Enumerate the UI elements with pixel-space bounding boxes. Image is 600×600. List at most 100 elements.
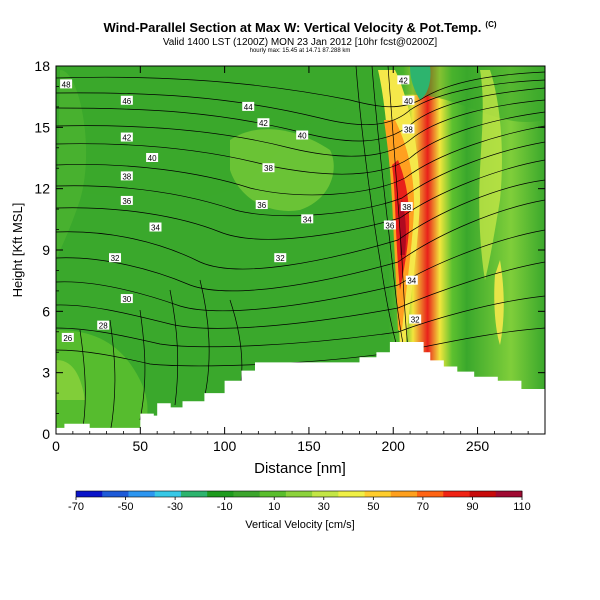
colorbar-swatch: [180, 491, 208, 497]
colorbar-swatch: [102, 491, 129, 497]
theta-label-text: 32: [111, 254, 120, 263]
theta-label: 42: [120, 132, 133, 143]
chart-subtitle: Valid 1400 LST (1200Z) MON 23 Jan 2012 […: [162, 37, 438, 48]
theta-label: 38: [120, 171, 133, 181]
theta-label: 30: [120, 294, 133, 304]
theta-label-text: 36: [257, 201, 266, 210]
theta-label: 36: [255, 200, 268, 210]
terrain-mask: [56, 342, 545, 434]
theta-label: 36: [120, 195, 133, 206]
theta-label: 42: [397, 75, 410, 85]
theta-label-text: 32: [411, 316, 420, 325]
theta-label-text: 34: [407, 277, 416, 286]
theta-label-text: 34: [151, 224, 160, 233]
colorbar-tick-label: -10: [217, 501, 233, 513]
y-tick-label: 12: [34, 181, 50, 197]
colorbar-label: Vertical Velocity [cm/s]: [245, 519, 354, 531]
theta-label: 38: [262, 163, 275, 173]
theta-label-text: 40: [298, 132, 307, 141]
theta-contour-labels: 48 46 44 42 42 40 40 38 38 36 36 34 34 32 32 30 28 26 36 38…: [60, 75, 422, 343]
theta-label-text: 38: [122, 172, 131, 181]
theta-label: 40: [146, 153, 159, 163]
x-tick-label: 50: [133, 438, 149, 454]
y-tick-label: 9: [42, 242, 50, 258]
colorbar-tick-label: 70: [417, 501, 429, 513]
colorbar-swatch: [154, 491, 182, 497]
x-tick-label: 150: [297, 438, 321, 454]
theta-label: 48: [60, 79, 73, 89]
colorbar-swatch: [312, 491, 339, 497]
theta-label-text: 36: [385, 221, 394, 230]
x-tick-label: 100: [213, 438, 237, 454]
theta-label: 26: [61, 332, 74, 343]
theta-label-text: 42: [259, 119, 268, 128]
x-tick-label: 200: [382, 438, 406, 454]
colorbar-frame: [75, 490, 523, 498]
colorbar-swatch: [364, 491, 392, 497]
colorbar-swatch: [338, 491, 366, 497]
theta-label-text: 38: [264, 164, 273, 173]
chart-title: Wind-Parallel Section at Max W: Vertical…: [0, 20, 600, 35]
colorbar-tick-label: -50: [118, 501, 134, 513]
theta-label-text: 40: [148, 154, 157, 163]
theta-contours: [56, 66, 545, 434]
y-tick-label: 3: [42, 365, 50, 381]
theta-label-text: 42: [122, 134, 131, 143]
colorbar-swatch: [390, 491, 418, 497]
theta-label: 32: [109, 253, 122, 263]
theta-label: 32: [409, 314, 422, 325]
colorbar-tick-label: -70: [68, 501, 84, 513]
colorbar-swatch: [443, 491, 471, 497]
theta-label-text: 46: [122, 97, 131, 106]
theta-label: 38: [400, 202, 413, 212]
y-axis-label: Height [Kft MSL]: [10, 203, 25, 298]
theta-label: 32: [274, 253, 287, 263]
theta-label: 38: [402, 124, 415, 134]
chart-title-superscript: (C): [485, 20, 497, 29]
theta-label-text: 40: [404, 97, 413, 106]
theta-label: 28: [97, 320, 110, 331]
x-tick-label: 250: [466, 438, 490, 454]
theta-label-text: 36: [122, 197, 131, 206]
theta-label: 40: [402, 95, 415, 106]
colorbar-swatch: [495, 491, 523, 497]
x-axis-ticks: 0 50 100 150 200 250: [52, 66, 529, 454]
colorbar-tick-label: 50: [367, 501, 379, 513]
y-tick-label: 6: [42, 303, 50, 319]
colorbar-tick-label: 30: [318, 501, 330, 513]
colorbar-swatch: [128, 491, 156, 497]
colorbar-tick-label: 90: [466, 501, 478, 513]
colorbar-tick-label: 10: [268, 501, 280, 513]
theta-label: 42: [257, 118, 270, 128]
theta-label-text: 44: [244, 103, 253, 112]
theta-label: 46: [120, 95, 133, 106]
theta-label: 34: [301, 214, 314, 224]
chart-title-text: Wind-Parallel Section at Max W: Vertical…: [103, 20, 482, 35]
theta-label-text: 26: [63, 334, 72, 343]
y-tick-label: 18: [34, 58, 50, 74]
colorbar-swatch: [259, 491, 287, 497]
theta-label-text: 34: [303, 215, 312, 224]
theta-label: 34: [405, 275, 418, 286]
theta-label: 34: [149, 222, 162, 233]
x-axis-label: Distance [nm]: [254, 460, 346, 477]
theta-label-text: 48: [62, 80, 71, 89]
colorbar-tick-label: -30: [167, 501, 183, 513]
y-tick-label: 15: [34, 119, 50, 135]
colorbar: -70 -50 -30 -10 10 30 50 70 90 110: [68, 490, 531, 513]
colorbar-swatch: [417, 491, 444, 497]
y-tick-label: 0: [42, 426, 50, 442]
theta-label-text: 30: [122, 295, 131, 304]
theta-label-text: 38: [402, 203, 411, 212]
colorbar-tick-label: 110: [513, 501, 531, 513]
chart-subtitle-small: hourly max: 15.45 at 14.71 87.288 km: [249, 48, 351, 54]
colorbar-swatch: [207, 491, 234, 497]
theta-label: 44: [242, 101, 255, 112]
x-tick-label: 0: [52, 438, 60, 454]
colorbar-swatch: [469, 491, 497, 497]
theta-label-text: 38: [404, 125, 413, 134]
theta-label-text: 32: [276, 254, 285, 263]
theta-label-text: 42: [399, 76, 408, 85]
